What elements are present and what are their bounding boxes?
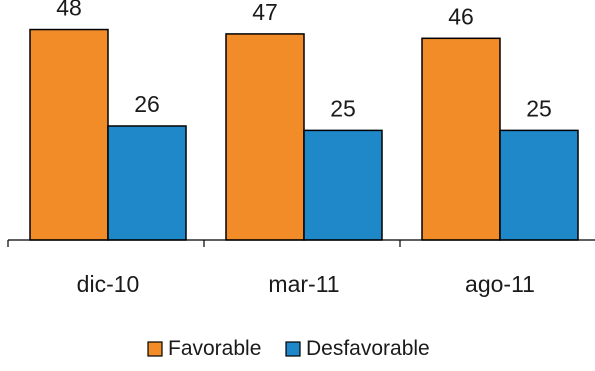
x-axis: [7, 239, 595, 247]
legend-swatch-desfavorable: [285, 341, 301, 357]
value-label-desfavorable-dic-10: 26: [134, 91, 160, 117]
x-tick-label-ago-11: ago-11: [465, 271, 535, 297]
bar-desfavorable-mar-11: [303, 129, 383, 241]
legend-label-favorable: Favorable: [168, 337, 261, 360]
value-labels-group: 48 26 47 25 46 25: [56, 0, 552, 121]
value-label-favorable-mar-11: 47: [252, 0, 278, 25]
value-label-favorable-dic-10: 48: [56, 0, 82, 21]
bar-desfavorable-ago-11: [499, 129, 579, 241]
bar-favorable-mar-11: [225, 33, 305, 241]
value-label-desfavorable-ago-11: 25: [526, 95, 552, 121]
bar-favorable-dic-10: [29, 28, 109, 241]
x-tick-labels-group: dic-10 mar-11 ago-11: [77, 271, 535, 297]
x-tick-label-dic-10: dic-10: [77, 271, 140, 297]
value-label-favorable-ago-11: 46: [448, 3, 474, 29]
legend-label-desfavorable: Desfavorable: [306, 337, 430, 360]
legend: Favorable Desfavorable: [147, 337, 430, 360]
bar-desfavorable-dic-10: [107, 125, 187, 241]
legend-swatch-favorable: [147, 341, 163, 357]
value-label-desfavorable-mar-11: 25: [330, 95, 356, 121]
bars-group: [29, 28, 579, 241]
bar-favorable-ago-11: [421, 37, 501, 241]
x-tick-label-mar-11: mar-11: [268, 271, 339, 297]
